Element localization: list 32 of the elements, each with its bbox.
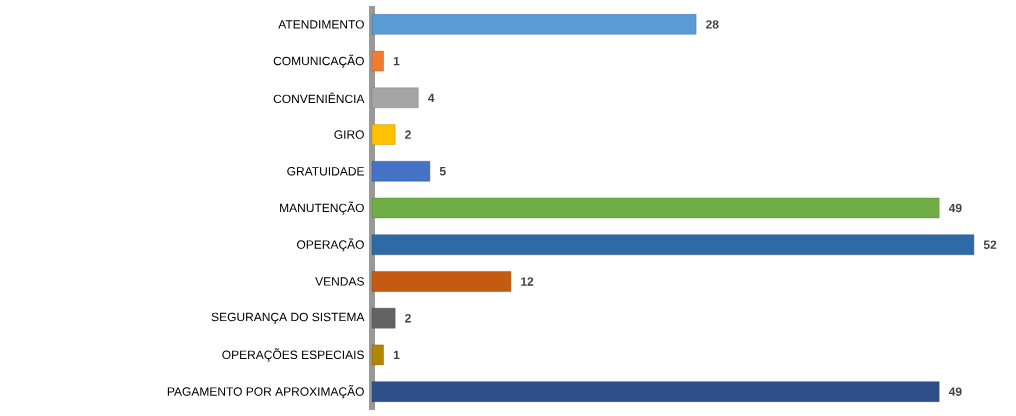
bar — [371, 161, 431, 182]
data-label: 1 — [393, 350, 400, 360]
data-label: 49 — [948, 203, 962, 213]
bar — [371, 307, 396, 329]
y-tick-label: OPERAÇÃO — [297, 238, 364, 252]
bar — [371, 197, 940, 219]
y-tick-label: GRATUIDADE — [287, 167, 364, 176]
y-tick-label: OPERAÇÕES ESPECIAIS — [222, 348, 364, 362]
data-label: 2 — [405, 130, 411, 139]
data-label: 5 — [439, 167, 446, 176]
y-tick-label: COMUNICAÇÃO — [273, 54, 364, 68]
y-tick-label: SEGURANÇA DO SISTEMA — [211, 312, 365, 324]
data-label: 12 — [521, 277, 534, 286]
bar — [371, 271, 512, 292]
bar — [371, 381, 940, 402]
data-label: 4 — [428, 93, 435, 102]
bar — [371, 50, 384, 72]
y-tick-label: ATENDIMENTO — [278, 20, 364, 29]
y-tick-label: MANUTENÇÃO — [280, 201, 364, 215]
data-label: 52 — [983, 240, 997, 249]
bar — [371, 14, 697, 35]
y-tick-label: VENDAS — [315, 277, 364, 286]
data-label: 2 — [405, 314, 411, 323]
data-label: 1 — [393, 56, 400, 66]
data-label: 28 — [706, 20, 719, 29]
bar — [371, 344, 384, 366]
y-tick-label: GIRO — [334, 130, 364, 139]
bar — [371, 234, 975, 255]
data-label: 49 — [948, 387, 962, 396]
y-tick-label: PAGAMENTO POR APROXIMAÇÃO — [167, 385, 364, 399]
bar — [371, 124, 396, 145]
y-tick-label: CONVENIÊNCIA — [273, 92, 365, 104]
